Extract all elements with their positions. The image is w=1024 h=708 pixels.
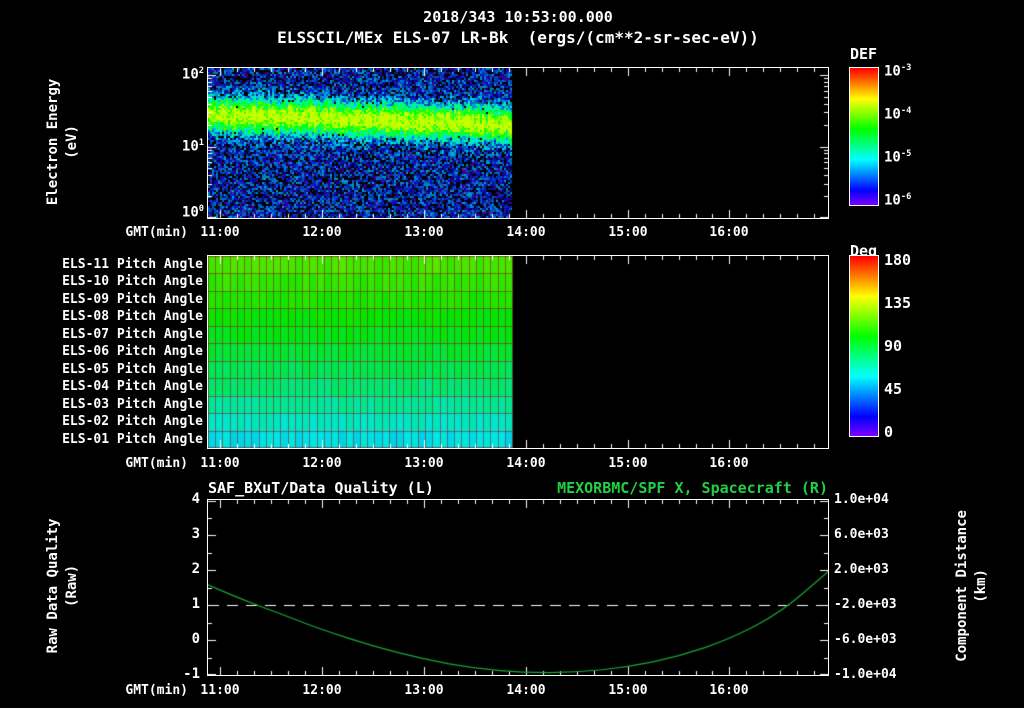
pitch-row-label: ELS-07 Pitch Angle	[62, 327, 203, 342]
x-tick-label: 14:00	[506, 225, 546, 240]
x-tick-label: 14:00	[506, 683, 546, 698]
plot-title: ELSSCIL/MEx ELS-07 LR-Bk (ergs/(cm**2-sr…	[277, 28, 759, 47]
def-tick-label: 10-5	[884, 149, 912, 166]
x-tick-label: 11:00	[200, 225, 240, 240]
deg-tick-label: 90	[884, 337, 903, 355]
x-tick-label: 16:00	[709, 225, 749, 240]
x-tick-label: 15:00	[608, 225, 648, 240]
x-tick-label: 13:00	[404, 683, 444, 698]
x-tick-label: 12:00	[302, 225, 342, 240]
pitch-row-label: ELS-11 Pitch Angle	[62, 257, 203, 272]
distance-tick-label: 1.0e+04	[834, 492, 889, 507]
deg-tick-label: 0	[884, 423, 894, 441]
energy-spectrogram-panel	[207, 67, 829, 219]
x-tick-label: 12:00	[302, 456, 342, 471]
pitch-angle-canvas	[208, 256, 828, 448]
energy-axis-label: Electron Energy (eV)	[45, 78, 80, 206]
deg-colorbar-canvas	[850, 256, 878, 436]
quality-tick-label: 2	[191, 561, 200, 577]
pitch-row-label: ELS-06 Pitch Angle	[62, 344, 203, 359]
pitch-row-label: ELS-03 Pitch Angle	[62, 397, 203, 412]
quality-tick-label: -1	[183, 666, 200, 682]
distance-tick-label: 6.0e+03	[834, 527, 889, 542]
quality-panel-title-right: MEXORBMC/SPF X, Spacecraft (R)	[557, 479, 828, 497]
pitch-row-label: ELS-04 Pitch Angle	[62, 379, 203, 394]
energy-tick-label: 102	[181, 66, 204, 83]
gmt-axis-label-pitch: GMT(min)	[125, 456, 188, 471]
x-tick-label: 13:00	[404, 456, 444, 471]
quality-axis-label: Raw Data Quality (Raw)	[45, 518, 80, 654]
distance-tick-label: 2.0e+03	[834, 562, 889, 577]
def-colorbar-canvas	[850, 68, 878, 205]
deg-tick-label: 45	[884, 380, 903, 398]
x-tick-label: 15:00	[608, 683, 648, 698]
pitch-row-label: ELS-02 Pitch Angle	[62, 414, 203, 429]
pitch-row-label: ELS-05 Pitch Angle	[62, 362, 203, 377]
gmt-axis-label-quality: GMT(min)	[125, 683, 188, 698]
energy-tick-label: 100	[181, 204, 204, 221]
datetime-title: 2018/343 10:53:00.000	[423, 8, 613, 26]
def-tick-label: 10-6	[884, 192, 912, 209]
x-tick-label: 14:00	[506, 456, 546, 471]
distance-tick-label: -2.0e+03	[834, 597, 897, 612]
quality-tick-label: 0	[191, 631, 200, 647]
def-colorbar-title: DEF	[850, 45, 878, 63]
quality-distance-panel	[207, 499, 829, 676]
def-tick-label: 10-3	[884, 63, 912, 80]
quality-distance-canvas	[208, 500, 828, 675]
def-tick-label: 10-4	[884, 106, 912, 123]
x-tick-label: 16:00	[709, 456, 749, 471]
x-tick-label: 11:00	[200, 456, 240, 471]
pitch-row-label: ELS-09 Pitch Angle	[62, 292, 203, 307]
x-tick-label: 12:00	[302, 683, 342, 698]
quality-tick-label: 4	[191, 491, 200, 507]
pitch-row-label: ELS-08 Pitch Angle	[62, 309, 203, 324]
pitch-angle-panel	[207, 255, 829, 449]
energy-tick-label: 101	[181, 138, 204, 155]
distance-tick-label: -1.0e+04	[834, 667, 897, 682]
deg-colorbar	[849, 255, 879, 437]
def-colorbar	[849, 67, 879, 206]
x-tick-label: 13:00	[404, 225, 444, 240]
x-tick-label: 11:00	[200, 683, 240, 698]
distance-tick-label: -6.0e+03	[834, 632, 897, 647]
deg-tick-label: 135	[884, 294, 912, 312]
quality-panel-title-left: SAF_BXuT/Data Quality (L)	[208, 479, 434, 497]
pitch-row-label: ELS-01 Pitch Angle	[62, 432, 203, 447]
x-tick-label: 15:00	[608, 456, 648, 471]
energy-spectrogram-canvas	[208, 68, 828, 218]
x-tick-label: 16:00	[709, 683, 749, 698]
deg-tick-label: 180	[884, 251, 912, 269]
gmt-axis-label-energy: GMT(min)	[125, 225, 188, 240]
pitch-row-label: ELS-10 Pitch Angle	[62, 274, 203, 289]
quality-tick-label: 3	[191, 526, 200, 542]
distance-axis-label: Component Distance (km)	[954, 510, 989, 662]
quality-tick-label: 1	[191, 596, 200, 612]
